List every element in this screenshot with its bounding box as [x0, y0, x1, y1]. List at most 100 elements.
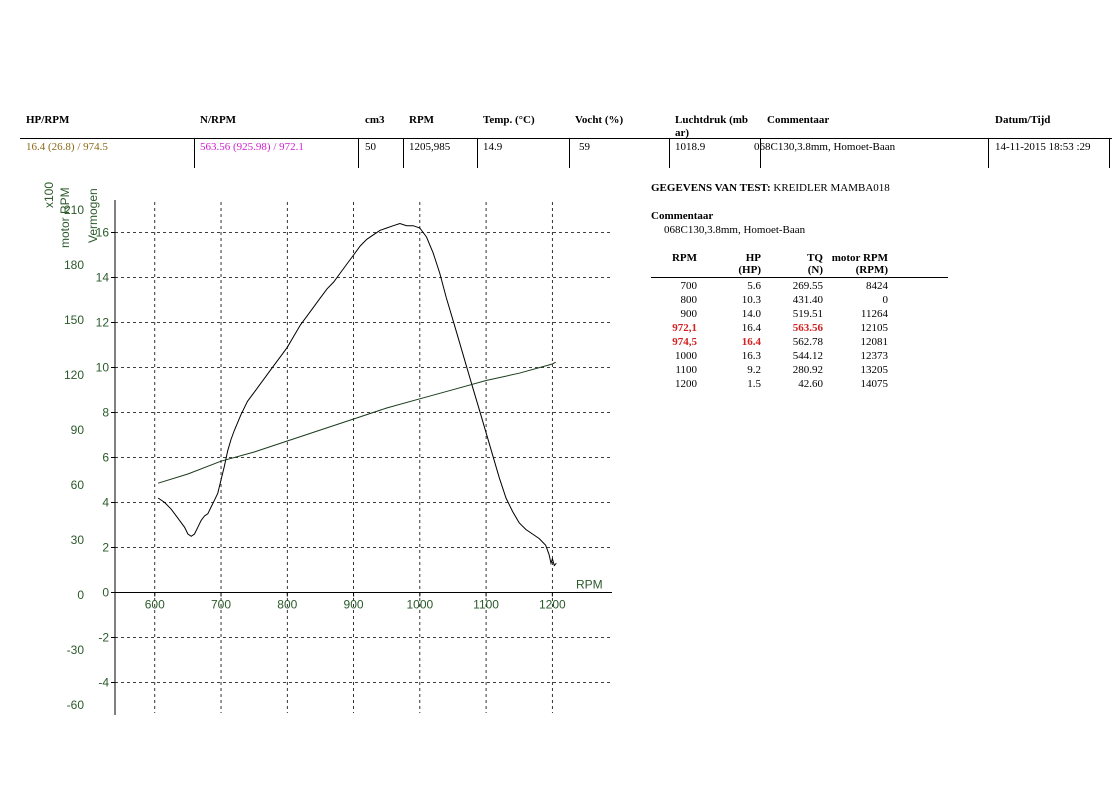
rpm-table-cell: 800 — [680, 294, 698, 306]
rpm-table-cell: 16.4 — [741, 322, 761, 334]
rpm-table-cell: 14075 — [860, 378, 889, 390]
motor-rpm-tick-label: 150 — [64, 313, 84, 327]
test-info-label: GEGEVENS VAN TEST: — [651, 182, 771, 194]
tq-col-header-label: TQ — [807, 252, 823, 264]
motor-rpm-col-header: motor RPM (RPM) — [821, 252, 888, 276]
rpm-table-cell: 900 — [680, 308, 698, 320]
rpm-table-row: 974,5 16.4 562.78 12081 — [651, 336, 948, 350]
rpm-table-cell: 1200 — [675, 378, 697, 390]
rpm-table-cell: 544.12 — [792, 350, 823, 362]
vermogen-tick-label: 10 — [96, 361, 110, 375]
rpm-table-cell: 8424 — [866, 280, 888, 292]
column-divider — [194, 139, 195, 168]
motor-rpm-tick-label: 210 — [64, 203, 84, 217]
rpm-table-row: 800 10.3 431.40 0 — [651, 294, 948, 308]
motor-rpm-tick-label: 180 — [64, 258, 84, 272]
vermogen-series-line — [157, 222, 557, 567]
header-rpm: RPM — [409, 114, 435, 126]
rpm-table-cell: 12373 — [860, 350, 889, 362]
motor-rpm-tick-label: -60 — [67, 698, 85, 712]
motor-rpm-axis-label: motor RPM — [58, 187, 72, 248]
comment-text: 068C130,3.8mm, Homoet-Baan — [664, 224, 806, 236]
rpm-table-cell: 16.4 — [741, 336, 761, 348]
rpm-table-cell: 9.2 — [747, 364, 761, 376]
motor-rpm-tick-label: 90 — [71, 423, 85, 437]
rpm-table-cell: 0 — [882, 294, 889, 306]
rpm-table-row: 1100 9.2 280.92 13205 — [651, 364, 948, 378]
header-vocht: Vocht (%) — [575, 114, 624, 126]
header-cm3: cm3 — [365, 114, 385, 126]
hp-col-header-unit: (HP) — [738, 264, 761, 276]
rpm-table-cell: 13205 — [860, 364, 889, 376]
rpm-col-header-label: RPM — [671, 252, 697, 264]
value-hp-rpm: 16.4 (26.8) / 974.5 — [26, 141, 108, 153]
rpm-table-cell: 562.78 — [792, 336, 823, 348]
rpm-table-rule — [651, 277, 948, 278]
comment-label: Commentaar — [651, 210, 714, 222]
vermogen-tick-label: 16 — [96, 226, 110, 240]
x-axis-label: RPM — [576, 578, 603, 592]
rpm-table-cell: 11264 — [860, 308, 888, 320]
header-commentaar: Commentaar — [767, 114, 830, 126]
header-datum-tijd: Datum/Tijd — [995, 114, 1051, 126]
rpm-table-cell: 42.60 — [798, 378, 823, 390]
motor-rpm-tick-label: 30 — [71, 533, 85, 547]
column-divider — [358, 139, 359, 168]
rpm-table-cell: 1.5 — [747, 378, 761, 390]
column-divider — [988, 139, 989, 168]
tq-col-header: TQ (N) — [771, 252, 823, 276]
x-tick-label: 600 — [145, 598, 165, 612]
motor-rpm-series-line — [157, 361, 556, 484]
x-tick-label: 800 — [277, 598, 297, 612]
rpm-table-cell: 12105 — [860, 322, 889, 334]
value-vocht: 59 — [579, 141, 590, 153]
rpm-table-cell: 1000 — [675, 350, 697, 362]
rpm-table-cell: 700 — [680, 280, 698, 292]
rpm-table-cell: 10.3 — [741, 294, 761, 306]
value-rpm: 1205,985 — [409, 141, 451, 153]
column-divider — [569, 139, 570, 168]
rpm-table-cell: 280.92 — [792, 364, 823, 376]
x-tick-label: 900 — [344, 598, 364, 612]
header-luchtdruk: Luchtdruk (mb ar) — [675, 114, 749, 139]
motor-rpm-col-header-unit: (RPM) — [855, 264, 888, 276]
vermogen-axis-label: Vermogen — [86, 188, 100, 243]
vermogen-tick-label: 14 — [96, 271, 110, 285]
rpm-col-header: RPM — [651, 252, 697, 264]
x-tick-label: 1100 — [473, 598, 499, 612]
vermogen-tick-label: 2 — [102, 541, 109, 555]
motor-rpm-tick-label: 0 — [77, 588, 84, 602]
column-divider — [669, 139, 670, 168]
rpm-table-cell: 12081 — [860, 336, 889, 348]
rpm-table-cell: 14.0 — [741, 308, 761, 320]
test-info-value: KREIDLER MAMBA018 — [773, 182, 890, 194]
vermogen-tick-label: 4 — [102, 496, 109, 510]
rpm-table-row: 1200 1.5 42.60 14075 — [651, 378, 948, 392]
rpm-table-cell: 519.51 — [792, 308, 823, 320]
value-commentaar: 068C130,3.8mm, Homoet-Baan — [754, 141, 896, 153]
test-info-heading: GEGEVENS VAN TEST: KREIDLER MAMBA018 — [651, 182, 890, 194]
rpm-table-row: 1000 16.3 544.12 12373 — [651, 350, 948, 364]
column-divider — [1109, 139, 1110, 168]
vermogen-tick-label: -2 — [98, 631, 109, 645]
rpm-table-cell: 269.55 — [792, 280, 823, 292]
value-luchtdruk: 1018.9 — [675, 141, 706, 153]
rpm-table-cell: 431.40 — [792, 294, 823, 306]
motor-rpm-tick-label: 120 — [64, 368, 84, 382]
motor-rpm-tick-label: -30 — [67, 643, 85, 657]
rpm-table-row: 700 5.6 269.55 8424 — [651, 280, 948, 294]
x-tick-label: 700 — [211, 598, 231, 612]
rpm-table-cell: 5.6 — [747, 280, 761, 292]
table-divider — [20, 138, 1112, 139]
header-n-rpm: N/RPM — [200, 114, 237, 126]
vermogen-tick-label: -4 — [98, 676, 109, 690]
rpm-table-row: 900 14.0 519.51 11264 — [651, 308, 948, 322]
rpm-table-cell: 972,1 — [672, 322, 697, 334]
vermogen-tick-label: 0 — [102, 586, 109, 600]
value-cm3: 50 — [365, 141, 376, 153]
vermogen-tick-label: 8 — [102, 406, 109, 420]
header-hp-rpm: HP/RPM — [26, 114, 70, 126]
rpm-table-cell: 974,5 — [672, 336, 697, 348]
rpm-table-cell: 563.56 — [792, 322, 823, 334]
